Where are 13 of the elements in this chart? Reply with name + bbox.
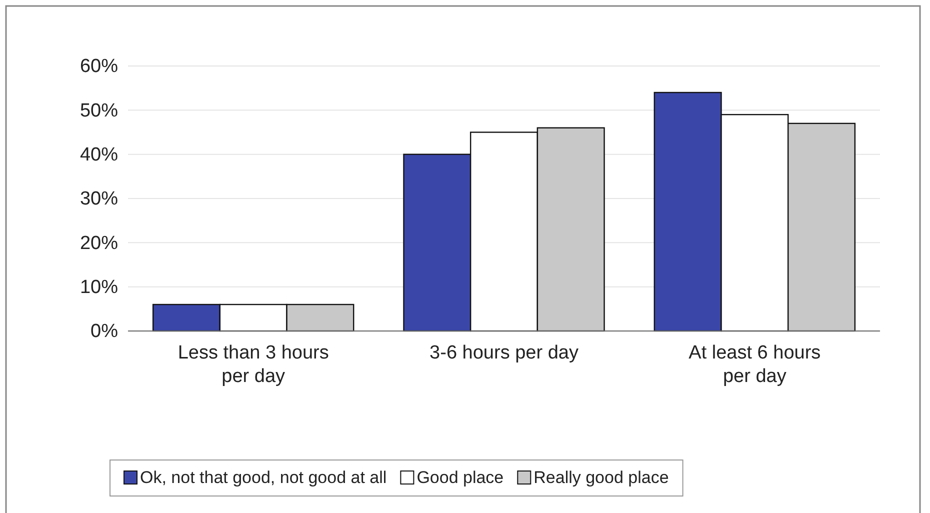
x-tick-label: At least 6 hours per day (688, 342, 821, 388)
y-tick-label: 60% (80, 56, 118, 78)
y-tick-label: 0% (90, 321, 118, 342)
x-tick-label: 3-6 hours per day (430, 342, 579, 364)
x-tick-label: Less than 3 hours per day (178, 342, 329, 388)
legend-label: Ok, not that good, not good at all (140, 468, 387, 487)
y-tick-label: 40% (80, 144, 118, 166)
y-tick-label: 10% (80, 276, 118, 298)
y-tick-label: 50% (80, 100, 118, 122)
legend-label: Good place (416, 468, 504, 487)
y-tick-label: 20% (80, 232, 118, 254)
legend-label: Really good place (534, 468, 669, 487)
y-tick-label: 30% (80, 188, 118, 210)
